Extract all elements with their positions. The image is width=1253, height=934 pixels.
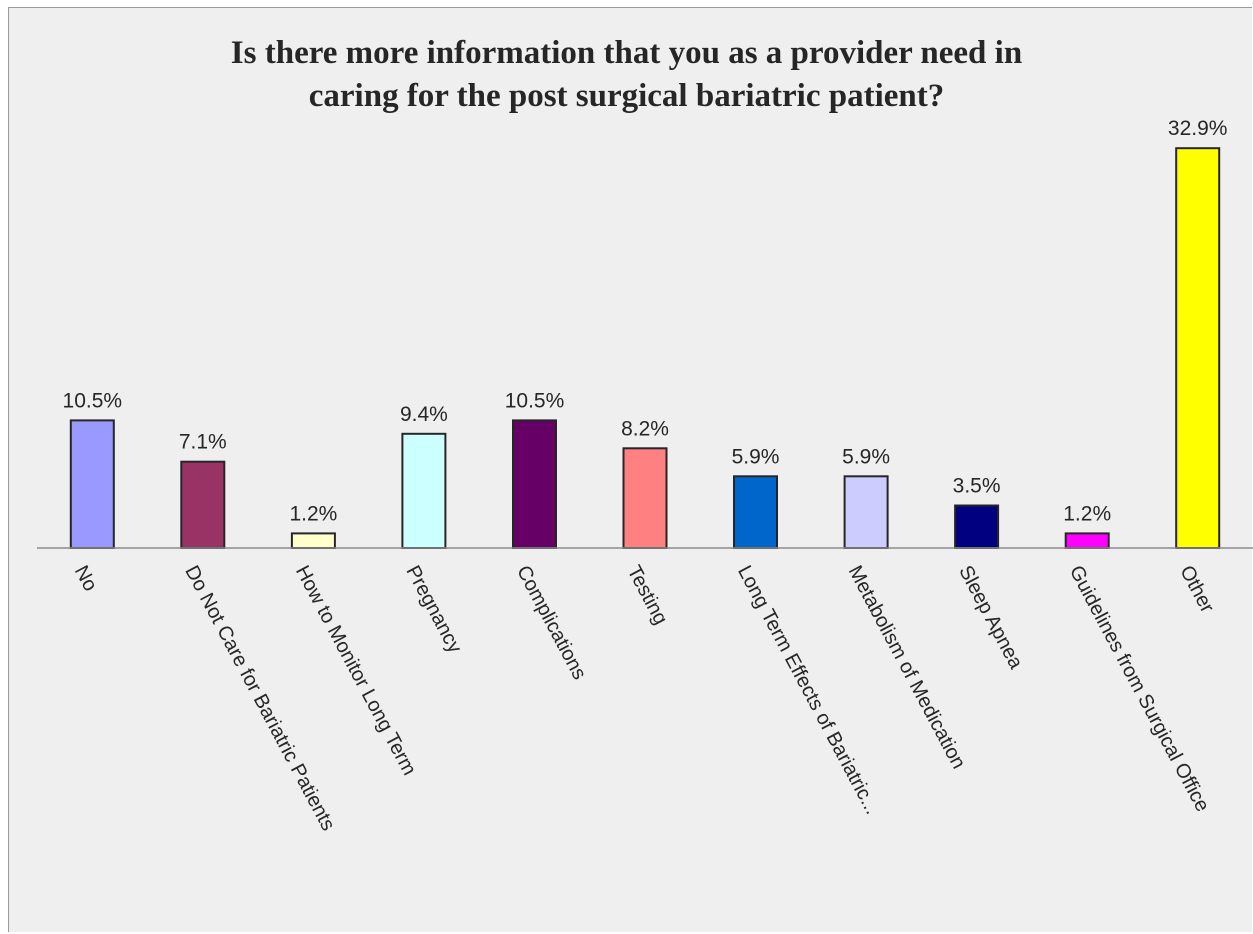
- chart-title: Is there more information that you as a …: [230, 35, 1023, 114]
- tick-labels-group: No Do Not Care for Bariatric PatientsHow …: [70, 562, 1218, 834]
- tick-label-2: How to Monitor Long Term: [291, 562, 420, 779]
- bar-0: [69, 419, 115, 549]
- bar-7: [843, 475, 889, 549]
- value-label-9: 1.2%: [1063, 502, 1111, 525]
- value-label-1: 7.1%: [179, 431, 227, 454]
- value-label-8: 3.5%: [953, 475, 1001, 498]
- tick-label-3: Pregnancy: [401, 562, 465, 657]
- value-label-6: 5.9%: [732, 445, 780, 468]
- bar-9: [1064, 532, 1110, 550]
- bar-4: [512, 419, 557, 549]
- bar-10: [1175, 147, 1221, 549]
- value-label-3: 9.4%: [400, 403, 448, 426]
- value-label-7: 5.9%: [842, 445, 890, 468]
- bar-6: [733, 475, 778, 549]
- value-label-10: 32.9%: [1168, 117, 1228, 140]
- tick-label-8: Sleep Apnea: [954, 562, 1027, 673]
- bar-8: [954, 504, 1000, 549]
- bar-1: [180, 460, 226, 550]
- bar-3: [401, 432, 447, 549]
- value-label-5: 8.2%: [621, 417, 669, 440]
- tick-label-0: No: [70, 562, 101, 595]
- bar-2: [290, 532, 336, 550]
- value-label-2: 1.2%: [289, 502, 337, 525]
- tick-label-10: Other: [1175, 562, 1218, 617]
- tick-label-5: Testing: [623, 562, 672, 628]
- tick-label-4: Complications: [512, 562, 590, 683]
- bars-group: [69, 147, 1221, 550]
- value-label-0: 10.5%: [63, 389, 123, 412]
- tick-label-7: Metabolism of Medication: [844, 562, 970, 773]
- value-label-4: 10.5%: [505, 389, 565, 412]
- value-labels-group: 10.5% 7.1% 1.2% 9.4% 10.5% 8.2% 5.9% 5.9% 3.5% 1.…: [63, 117, 1228, 525]
- bar-5: [622, 447, 668, 549]
